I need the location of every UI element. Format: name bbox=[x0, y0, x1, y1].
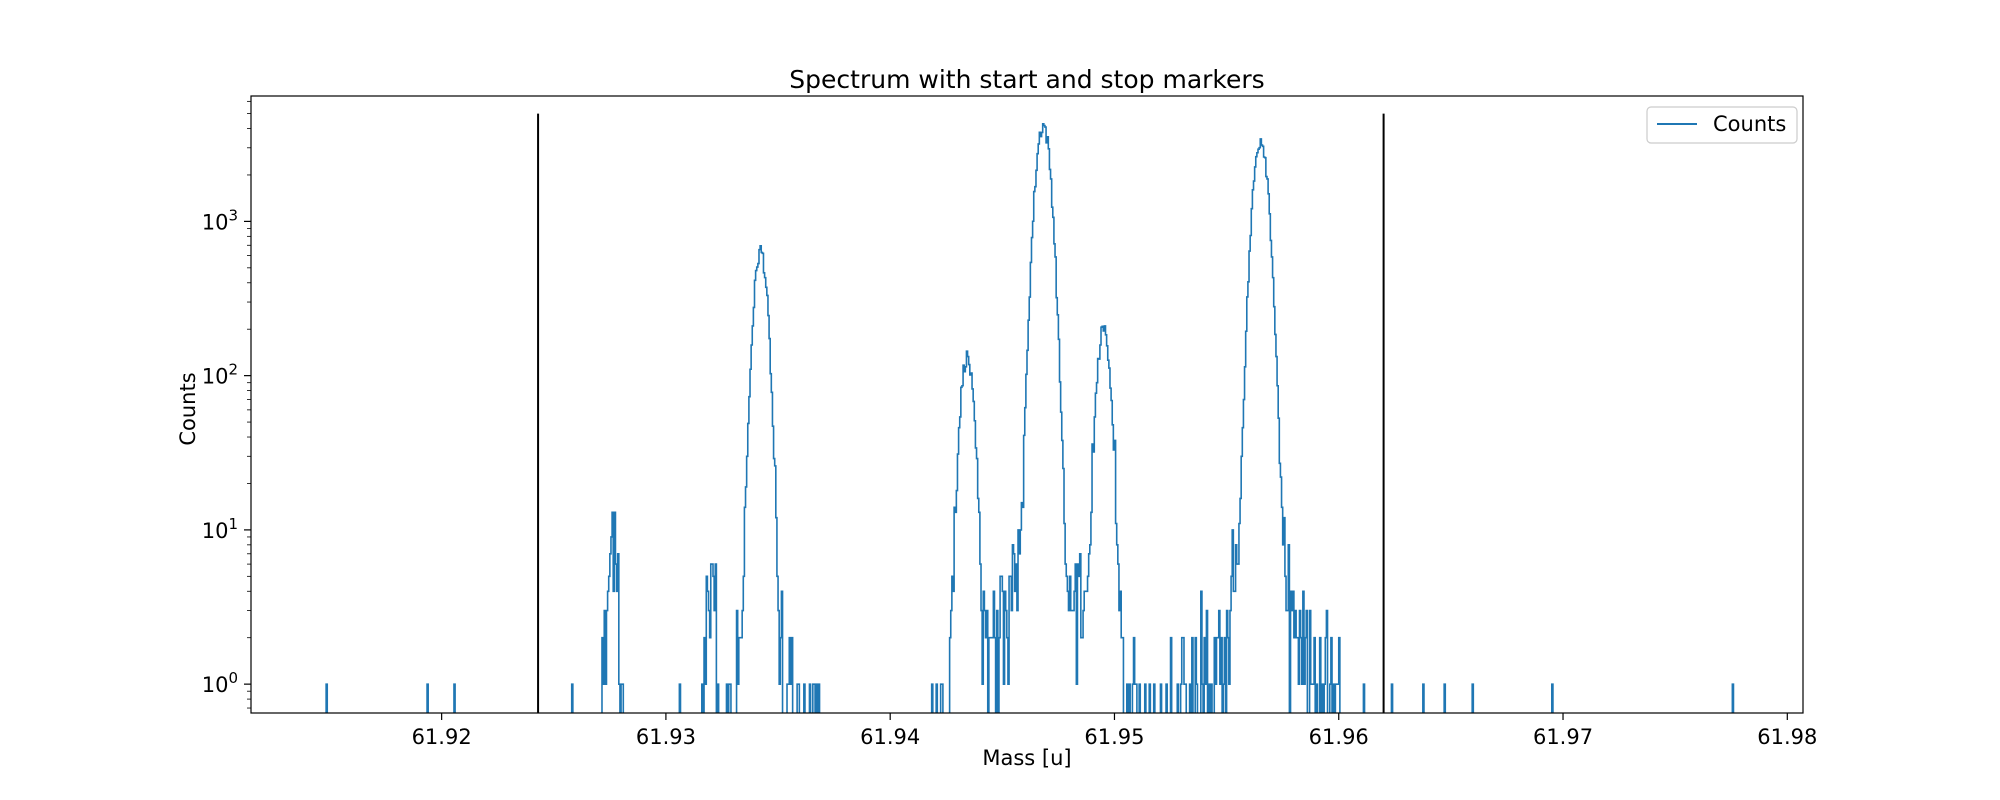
y-axis-label: Counts bbox=[176, 372, 200, 445]
y-tick-label: 102 bbox=[202, 361, 238, 389]
plot-frame bbox=[250, 95, 1804, 714]
chart-title: Spectrum with start and stop markers bbox=[789, 65, 1264, 94]
y-tick-label: 101 bbox=[202, 515, 238, 543]
y-tick-label: 103 bbox=[202, 206, 238, 234]
x-tick-label: 61.92 bbox=[412, 725, 472, 749]
legend-label-counts: Counts bbox=[1713, 112, 1786, 136]
x-tick-label: 61.93 bbox=[636, 725, 696, 749]
series-line-counts bbox=[325, 123, 1735, 713]
x-tick-label: 61.94 bbox=[860, 725, 920, 749]
x-axis-label: Mass [u] bbox=[982, 746, 1071, 770]
x-tick-label: 61.97 bbox=[1533, 725, 1593, 749]
x-tick-label: 61.95 bbox=[1084, 725, 1144, 749]
y-tick-label: 100 bbox=[202, 669, 238, 697]
x-axis: 61.92 61.93 61.94 61.95 61.96 61.97 61.98 bbox=[412, 713, 1817, 749]
y-axis: 100 101 102 103 bbox=[202, 100, 251, 709]
x-tick-label: 61.96 bbox=[1309, 725, 1369, 749]
x-tick-label: 61.98 bbox=[1757, 725, 1817, 749]
legend-box bbox=[1646, 106, 1798, 144]
legend: Counts bbox=[1646, 106, 1798, 144]
